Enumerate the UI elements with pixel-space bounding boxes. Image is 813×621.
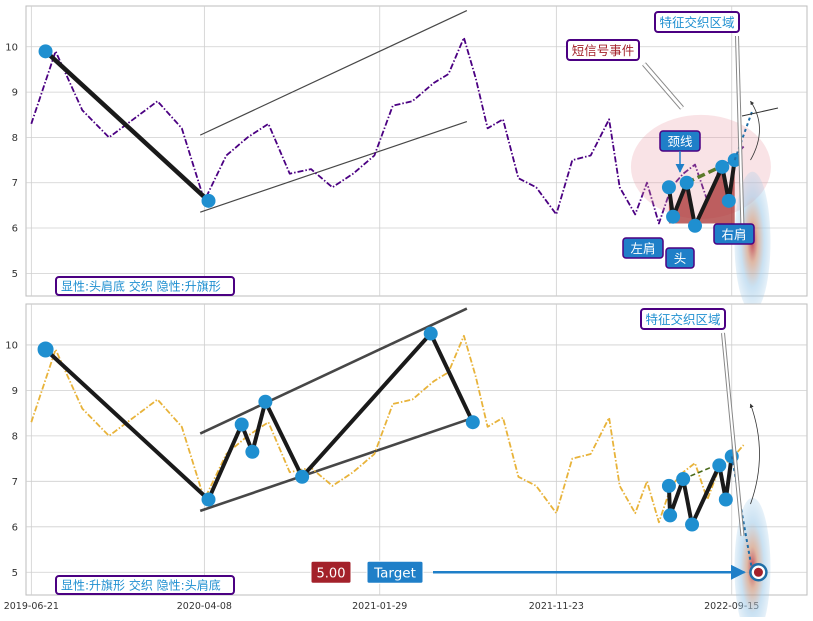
left-shoulder-callout-box	[622, 237, 664, 259]
bottom-price-series	[30, 334, 745, 524]
short-signal-label-box	[566, 39, 640, 61]
target-label-box	[366, 560, 424, 584]
bottom-legend: 显性:升旗形 交织 隐性:头肩底	[55, 575, 235, 595]
bottom-channel-line	[199, 307, 468, 435]
top-ytick-label: 8	[12, 133, 18, 144]
top-ytick-label: 6	[12, 224, 18, 235]
top-legend-box	[55, 276, 235, 296]
target-label: Target	[373, 565, 416, 581]
top-feature-zone-label: 特征交织区域	[659, 15, 734, 30]
bottom-xtick-label: 2020-04-08	[177, 601, 232, 612]
right-shoulder-callout: 右肩	[721, 227, 746, 242]
bottom-ytick-label: 5	[12, 568, 18, 579]
bottom-pattern-marker	[295, 469, 310, 484]
bottom-xtick-label: 2019-06-21	[4, 601, 59, 612]
bottom-pattern-marker	[37, 341, 54, 358]
top-hs-marker	[666, 209, 681, 224]
right-shoulder-callout-box	[713, 223, 755, 245]
bottom-pattern-line	[44, 331, 475, 502]
top-hs-marker	[721, 193, 736, 208]
top-projection-line	[733, 109, 754, 161]
bottom-pattern-marker	[245, 444, 260, 459]
top-feature-zone-arrow	[736, 35, 744, 229]
bottom-curved-arrow	[749, 403, 760, 505]
bottom-feature-zone-arrow	[722, 332, 744, 536]
top-hs-marker	[688, 218, 703, 233]
top-channel-line	[200, 120, 468, 213]
bottom-ytick-label: 8	[12, 431, 18, 442]
bottom-pattern-marker	[234, 417, 249, 432]
top-legend-text: 显性:头肩底 交织 隐性:升旗形	[61, 279, 221, 294]
bottom-ytick-label: 6	[12, 522, 18, 533]
target-point-core	[753, 567, 763, 577]
bottom-hs-marker	[676, 472, 691, 487]
top-price-series	[30, 36, 745, 225]
top-trail-line	[741, 107, 779, 117]
bottom-ytick-label: 10	[5, 340, 18, 351]
top-ytick-label: 5	[12, 269, 18, 280]
short-signal-label: 短信号事件	[572, 43, 635, 58]
top-ytick-label: 10	[5, 42, 18, 53]
bottom-xtick-label: 2021-11-23	[529, 601, 584, 612]
top-ytick-label: 9	[12, 88, 18, 99]
top-curved-arrow	[750, 100, 760, 161]
top-hs-marker	[715, 159, 730, 174]
bottom-legend-text: 显性:升旗形 交织 隐性:头肩底	[61, 578, 221, 593]
bottom-pattern-marker	[201, 492, 216, 507]
bottom-hs-marker	[685, 517, 700, 532]
top-channel-line	[199, 9, 468, 136]
bottom-ytick-label: 9	[12, 386, 18, 397]
top-ytick-label: 7	[12, 178, 18, 189]
bottom-pattern-marker	[423, 326, 438, 341]
head-callout-box	[665, 247, 695, 269]
bottom-feature-zone-label: 特征交织区域	[645, 312, 720, 327]
bottom-hs-marker	[718, 492, 733, 507]
top-hs-marker	[661, 180, 676, 195]
bottom-feature-zone-label-box	[640, 308, 726, 330]
bottom-hs-marker	[661, 478, 676, 493]
top-pattern-marker	[201, 193, 216, 208]
head-callout: 头	[674, 251, 687, 266]
neckline-callout: 颈线	[667, 134, 693, 149]
top-feature-zone-label-box	[654, 11, 740, 33]
bottom-xtick-label: 2022-09-15	[704, 601, 759, 612]
bottom-hs-marker	[663, 508, 678, 523]
top-hs-marker	[679, 175, 694, 190]
bottom-pattern-marker	[465, 415, 480, 430]
target-value-box	[310, 560, 352, 584]
bottom-panel: 5 6 7 8 9 10 2019-06-21 2020-04-08 2021-01-29 202…	[4, 303, 808, 621]
top-legend: 显性:头肩底 交织 隐性:升旗形	[55, 276, 235, 296]
short-signal-arrow	[642, 63, 684, 109]
bottom-channel-line	[199, 418, 468, 513]
bottom-xtick-label: 2021-01-29	[352, 601, 407, 612]
bottom-pattern-marker	[258, 394, 273, 409]
top-neckline	[685, 158, 736, 185]
left-shoulder-callout: 左肩	[630, 241, 655, 256]
bottom-ytick-label: 7	[12, 477, 18, 488]
bottom-legend-box	[55, 575, 235, 595]
target-value: 5.00	[317, 566, 346, 581]
bottom-hs-marker	[712, 458, 727, 473]
top-pattern-marker	[38, 44, 53, 59]
top-pattern-line	[44, 49, 211, 203]
